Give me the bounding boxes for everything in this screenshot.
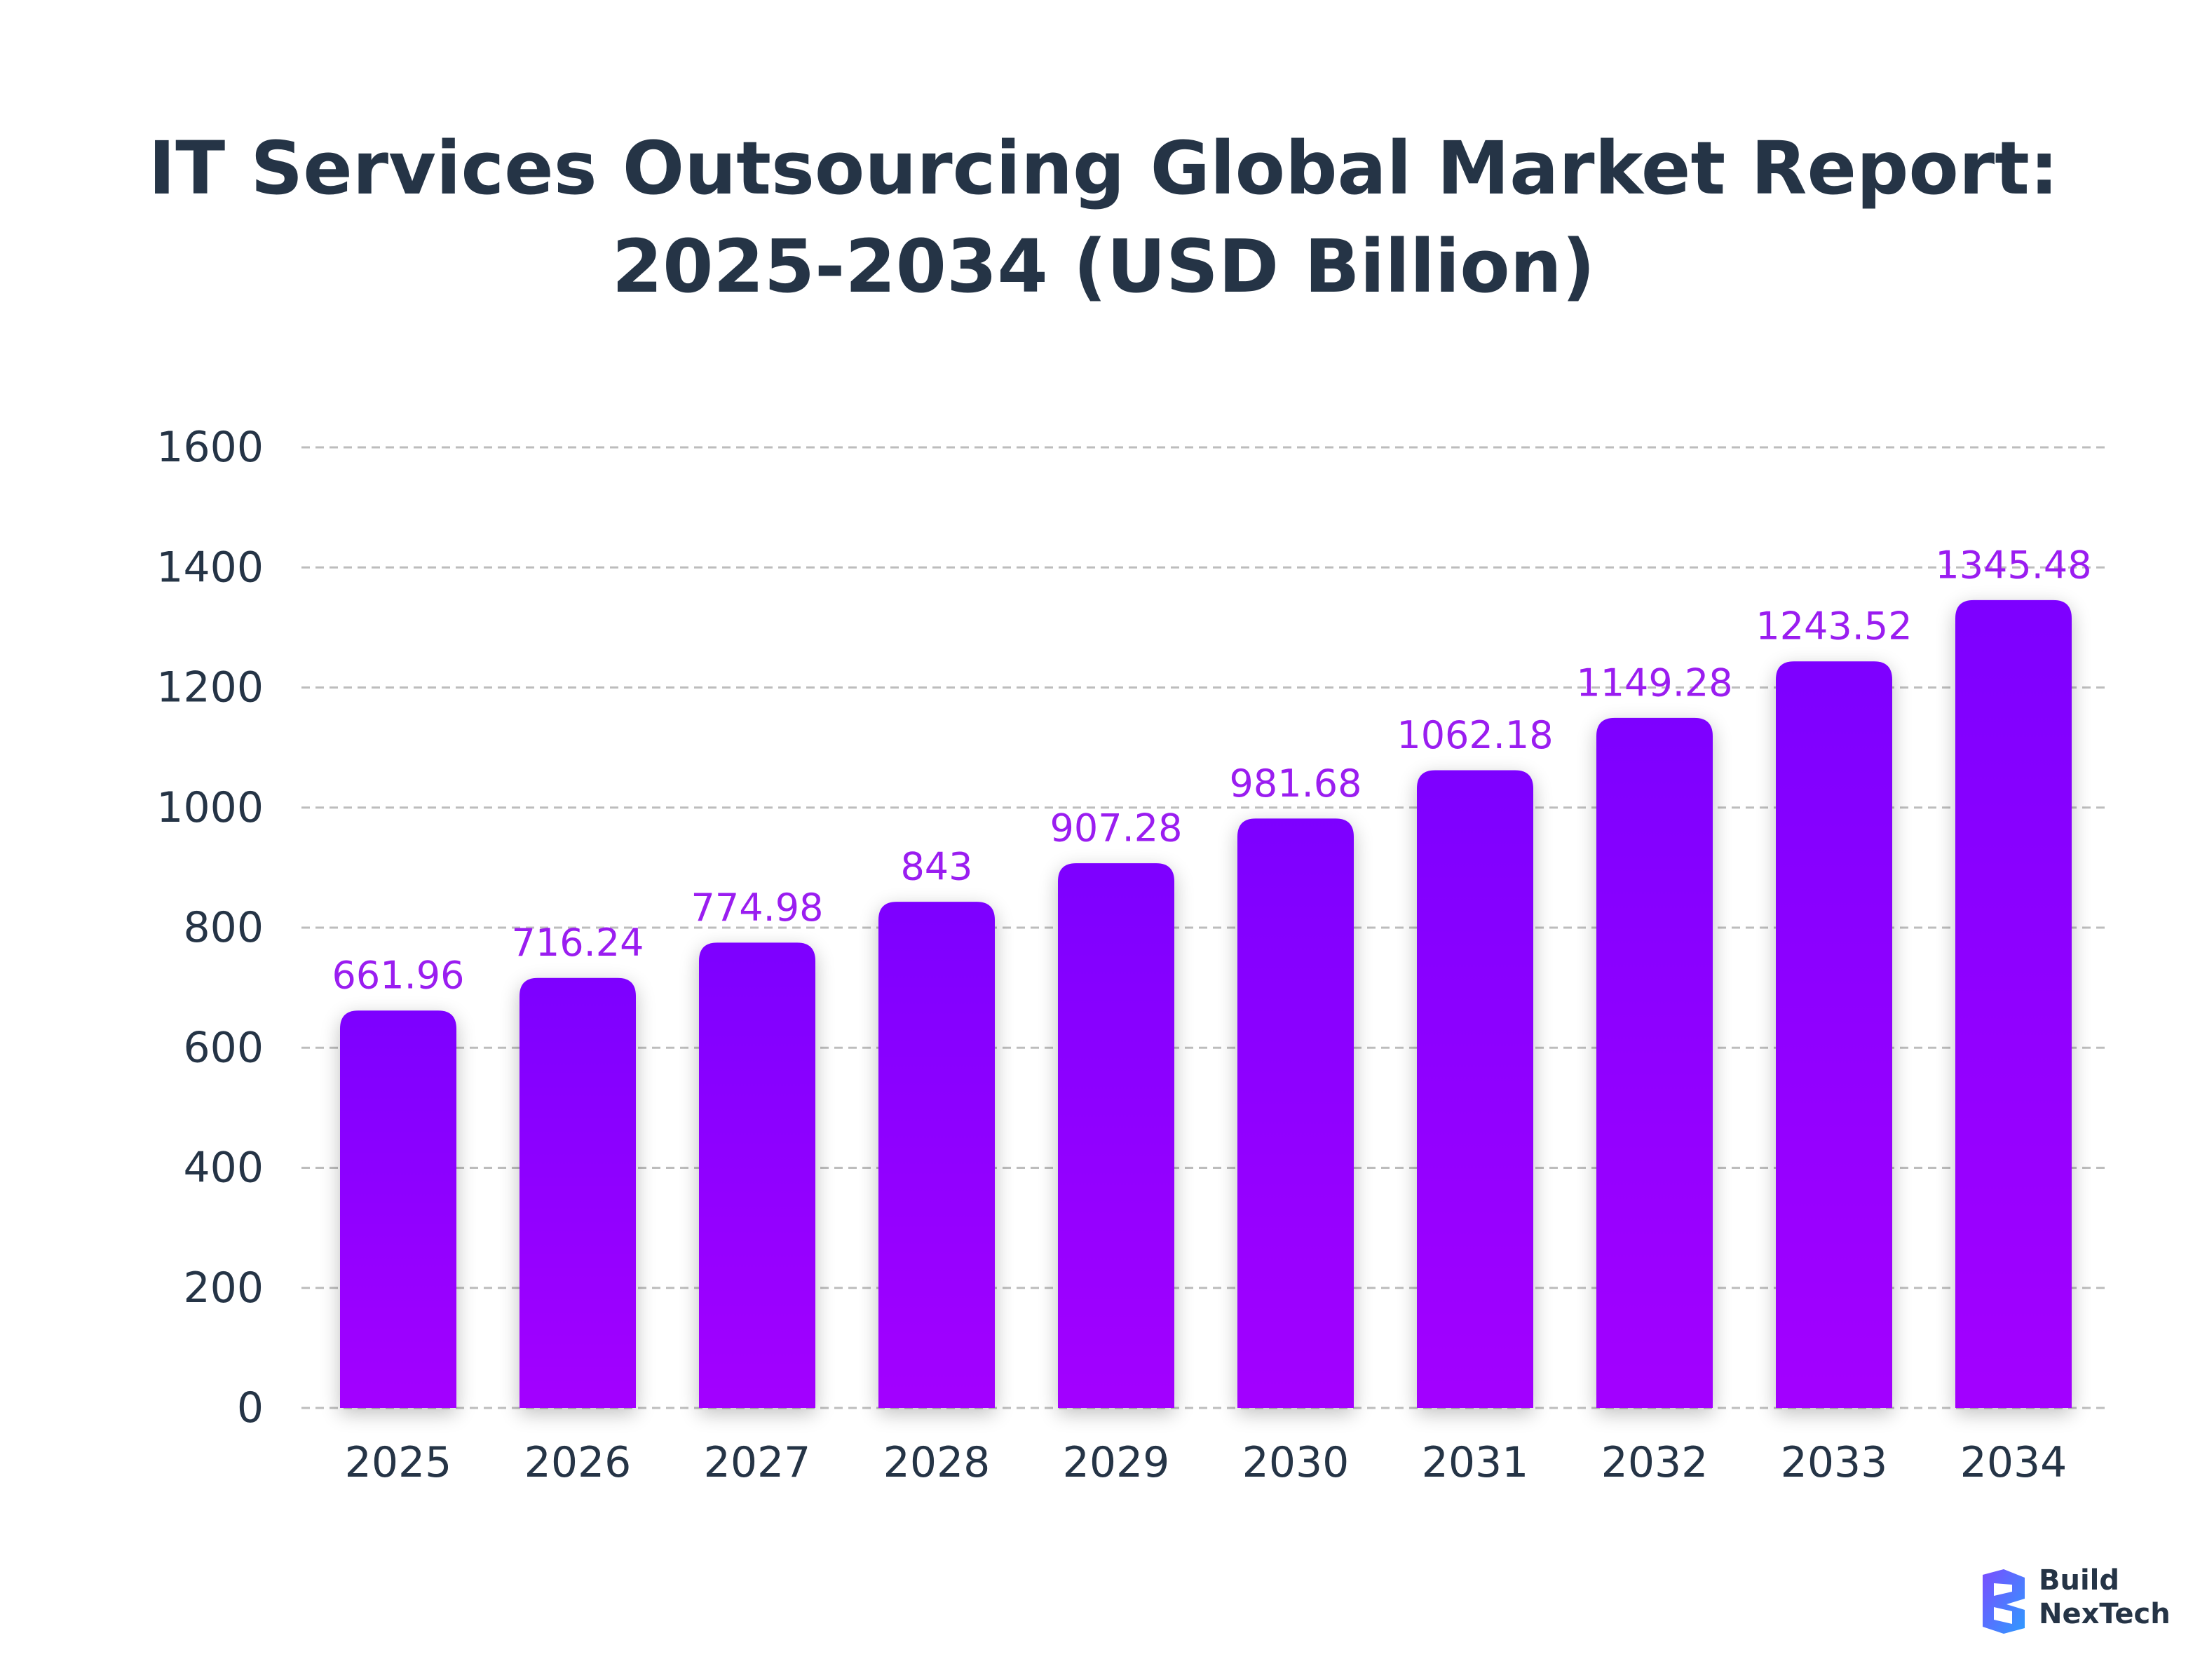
bar-2033 (1776, 661, 1892, 1408)
x-tick-label: 2032 (1601, 1438, 1709, 1487)
data-label-2033: 1243.52 (1756, 604, 1912, 649)
data-label-2028: 843 (900, 845, 972, 889)
brand-logo-line-1: Build (2039, 1564, 2120, 1597)
x-tick-label: 2025 (345, 1438, 452, 1487)
brand-logo-text: Build NexTech (2039, 1564, 2171, 1631)
y-tick-label: 800 (183, 903, 264, 952)
x-tick-label: 2034 (1960, 1438, 2067, 1487)
data-labels: 661.96 716.24 774.98 843 907.28 981.68 1062.18… (332, 543, 2092, 997)
bar-2034 (1955, 599, 2072, 1408)
y-tick-label: 400 (183, 1144, 264, 1193)
x-tick-label: 2029 (1063, 1438, 1170, 1487)
data-label-2027: 774.98 (691, 886, 824, 930)
data-label-2034: 1345.48 (1935, 543, 2091, 587)
y-tick-label: 1400 (156, 543, 264, 592)
brand-logo-line-2: NexTech (2039, 1598, 2171, 1630)
bar-2026 (520, 977, 636, 1408)
data-label-2032: 1149.28 (1576, 661, 1732, 705)
data-label-2025: 661.96 (332, 954, 465, 998)
data-label-2026: 716.24 (512, 921, 644, 965)
x-tick-label: 2033 (1781, 1438, 1888, 1487)
y-axis: 0 200 400 600 800 1000 1200 1400 1600 (156, 423, 264, 1432)
bar-2028 (878, 902, 995, 1408)
y-tick-label: 1200 (156, 663, 264, 712)
x-tick-label: 2031 (1422, 1438, 1529, 1487)
y-tick-label: 600 (183, 1023, 264, 1072)
chart-title: IT Services Outsourcing Global Market Re… (0, 119, 2207, 316)
bars (340, 599, 2072, 1408)
data-label-2030: 981.68 (1230, 761, 1362, 806)
bar-2032 (1596, 717, 1713, 1408)
bar-2025 (340, 1010, 456, 1408)
bar-2029 (1058, 863, 1174, 1408)
data-label-2031: 1062.18 (1397, 713, 1553, 757)
bar-2027 (699, 942, 815, 1408)
data-label-2029: 907.28 (1050, 806, 1183, 851)
x-tick-label: 2028 (883, 1438, 991, 1487)
x-axis: 2025 2026 2027 2028 2029 2030 2031 2032 2033 2034 (345, 1438, 2067, 1487)
chart-title-line-2: 2025-2034 (USD Billion) (611, 224, 1596, 309)
y-tick-label: 1600 (156, 423, 264, 472)
y-tick-label: 0 (237, 1383, 264, 1432)
bar-2030 (1237, 818, 1354, 1408)
brand-logo: Build NexTech (1978, 1564, 2189, 1648)
chart-title-line-1: IT Services Outsourcing Global Market Re… (148, 126, 2059, 211)
x-tick-label: 2026 (524, 1438, 632, 1487)
y-tick-label: 1000 (156, 783, 264, 832)
bar-2031 (1417, 770, 1533, 1408)
x-tick-label: 2027 (704, 1438, 811, 1487)
x-tick-label: 2030 (1242, 1438, 1350, 1487)
y-tick-label: 200 (183, 1264, 264, 1313)
brand-logo-mark-icon (1983, 1569, 2025, 1634)
